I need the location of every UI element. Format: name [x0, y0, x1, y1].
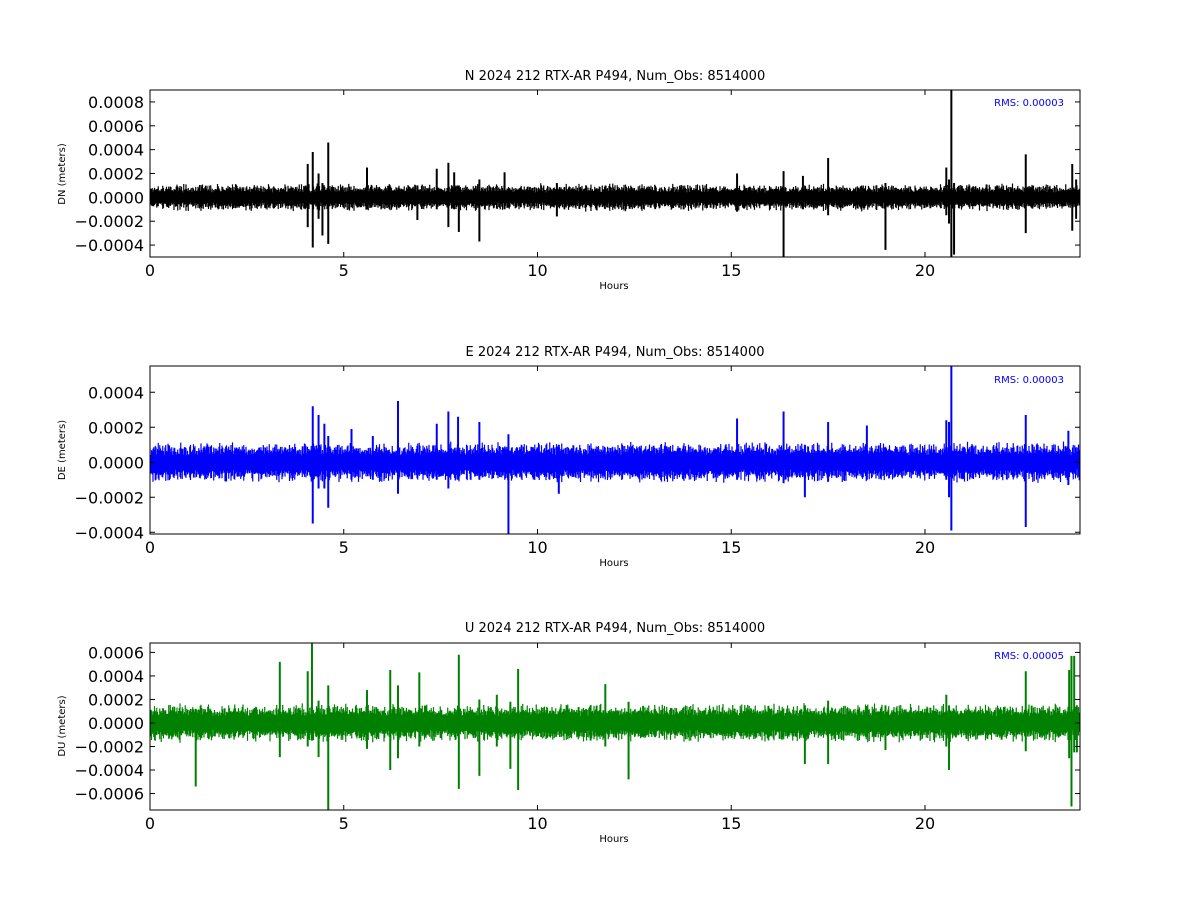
rms-annotation: RMS: 0.00005: [994, 651, 1064, 662]
panel-title: E 2024 212 RTX-AR P494, Num_Obs: 8514000: [466, 345, 765, 360]
y-tick-label: 0.0006: [88, 643, 144, 662]
series-trace: [150, 643, 1080, 810]
series-trace: [150, 366, 1080, 534]
y-tick-label: 0.0000: [88, 453, 144, 472]
x-tick-label: 0: [145, 261, 155, 280]
y-tick-label: −0.0006: [75, 785, 144, 804]
panel-title: N 2024 212 RTX-AR P494, Num_Obs: 8514000: [465, 69, 765, 84]
plot-layer: 0 5 10 15 20 −0.0006 −0.0004 −0.0002 0.0000 0.000…: [75, 643, 1080, 833]
y-tick-label: 0.0000: [88, 714, 144, 733]
y-tick-label: 0.0004: [88, 383, 144, 402]
x-tick-label: 5: [339, 261, 349, 280]
panel-title: U 2024 212 RTX-AR P494, Num_Obs: 8514000: [465, 621, 765, 636]
x-tick-label: 20: [915, 261, 935, 280]
x-axis-label: Hours: [599, 558, 628, 569]
panel-north: N 2024 212 RTX-AR P494, Num_Obs: 8514000…: [57, 69, 1081, 292]
y-axis-label: DU (meters): [57, 695, 68, 756]
x-tick-label: 20: [915, 538, 935, 557]
noise-band: [150, 441, 1080, 483]
x-tick-label: 0: [145, 538, 155, 557]
y-axis-label: DN (meters): [57, 143, 68, 205]
panel-east: E 2024 212 RTX-AR P494, Num_Obs: 8514000…: [57, 345, 1081, 569]
x-tick-label: 10: [527, 261, 547, 280]
x-tick-label: 5: [339, 538, 349, 557]
plot-layer: 0 5 10 15 20 −0.0004 −0.0002 0.0000 0.0002 0.0004…: [75, 90, 1080, 280]
y-tick-label: −0.0004: [75, 523, 144, 542]
axes-frame: [149, 89, 1081, 258]
y-tick-label: 0.0002: [88, 690, 144, 709]
y-tick-label: 0.0002: [88, 418, 144, 437]
rms-annotation: RMS: 0.00003: [994, 98, 1064, 109]
y-tick-label: −0.0004: [75, 236, 144, 255]
x-tick-label: 10: [527, 814, 547, 833]
y-tick-label: 0.0004: [88, 667, 144, 686]
x-tick-label: 15: [721, 261, 741, 280]
y-tick-label: −0.0002: [75, 212, 144, 231]
axes-frame: [149, 642, 1081, 811]
x-tick-label: 0: [145, 814, 155, 833]
x-axis-label: Hours: [599, 281, 628, 292]
y-tick-label: −0.0004: [75, 761, 144, 780]
y-tick-label: 0.0008: [88, 93, 144, 112]
y-axis-label: DE (meters): [57, 420, 68, 480]
x-tick-label: 15: [721, 538, 741, 557]
y-tick-label: −0.0002: [75, 488, 144, 507]
y-tick-label: 0.0006: [88, 117, 144, 136]
x-tick-label: 5: [339, 814, 349, 833]
x-tick-label: 10: [527, 538, 547, 557]
x-axis-label: Hours: [599, 834, 628, 845]
x-tick-label: 20: [915, 814, 935, 833]
y-tick-label: 0.0004: [88, 141, 144, 160]
rms-annotation: RMS: 0.00003: [994, 375, 1064, 386]
series-trace: [150, 90, 1080, 257]
plot-layer: 0 5 10 15 20 −0.0004 −0.0002 0.0000 0.0002 0.0004: [75, 366, 1080, 557]
y-tick-label: 0.0000: [88, 188, 144, 207]
y-tick-label: −0.0002: [75, 737, 144, 756]
x-tick-label: 15: [721, 814, 741, 833]
y-tick-label: 0.0002: [88, 165, 144, 184]
axes-frame: [149, 365, 1081, 535]
panel-up: U 2024 212 RTX-AR P494, Num_Obs: 8514000…: [57, 621, 1081, 845]
